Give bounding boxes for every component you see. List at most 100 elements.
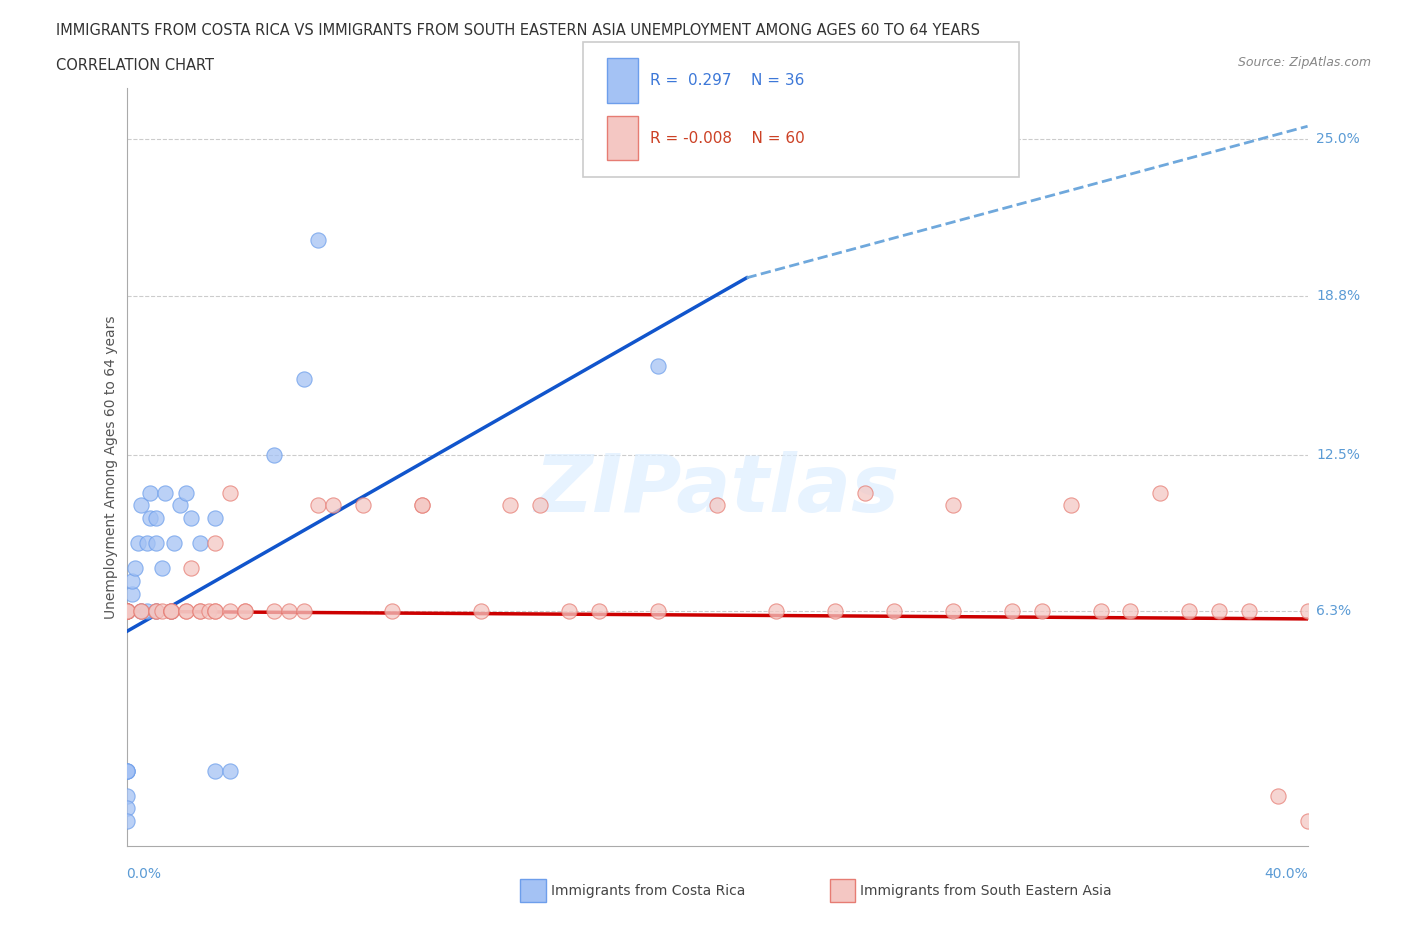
Point — [307, 498, 329, 512]
Point — [115, 604, 138, 618]
Point — [558, 604, 581, 618]
Point — [942, 498, 965, 512]
Point — [139, 511, 162, 525]
Text: 6.3%: 6.3% — [1316, 604, 1351, 618]
Point — [1208, 604, 1230, 618]
Point — [159, 604, 183, 618]
Point — [174, 604, 197, 618]
Point — [115, 604, 138, 618]
Point — [204, 511, 226, 525]
Text: 40.0%: 40.0% — [1264, 867, 1308, 881]
Point — [883, 604, 905, 618]
Text: Immigrants from South Eastern Asia: Immigrants from South Eastern Asia — [860, 884, 1112, 898]
Y-axis label: Unemployment Among Ages 60 to 64 years: Unemployment Among Ages 60 to 64 years — [104, 315, 118, 619]
Point — [529, 498, 551, 512]
Point — [588, 604, 610, 618]
Point — [219, 763, 242, 777]
Point — [159, 604, 183, 618]
Point — [381, 604, 404, 618]
Point — [121, 574, 143, 589]
Point — [1178, 604, 1201, 618]
Point — [1119, 604, 1142, 618]
Point — [150, 561, 173, 576]
Point — [1267, 789, 1289, 804]
Point — [853, 485, 876, 500]
Point — [115, 604, 138, 618]
Point — [307, 232, 329, 247]
Point — [233, 604, 256, 618]
Point — [411, 498, 433, 512]
Point — [129, 604, 153, 618]
Point — [188, 604, 211, 618]
Point — [159, 604, 183, 618]
Point — [263, 447, 285, 462]
Point — [233, 604, 256, 618]
Text: 0.0%: 0.0% — [127, 867, 162, 881]
Point — [1001, 604, 1024, 618]
Point — [278, 604, 301, 618]
Point — [219, 604, 242, 618]
Text: IMMIGRANTS FROM COSTA RICA VS IMMIGRANTS FROM SOUTH EASTERN ASIA UNEMPLOYMENT AM: IMMIGRANTS FROM COSTA RICA VS IMMIGRANTS… — [56, 23, 980, 38]
Point — [174, 604, 197, 618]
Point — [204, 763, 226, 777]
Point — [121, 586, 143, 601]
Point — [169, 498, 191, 512]
Text: CORRELATION CHART: CORRELATION CHART — [56, 58, 214, 73]
Text: 25.0%: 25.0% — [1316, 132, 1360, 146]
Point — [1296, 604, 1319, 618]
Text: R =  0.297    N = 36: R = 0.297 N = 36 — [650, 73, 804, 88]
Point — [942, 604, 965, 618]
Point — [115, 763, 138, 777]
Point — [204, 604, 226, 618]
Point — [706, 498, 728, 512]
Point — [1031, 604, 1053, 618]
Point — [1296, 814, 1319, 829]
Point — [765, 604, 787, 618]
Point — [129, 498, 153, 512]
Point — [219, 485, 242, 500]
Point — [115, 789, 138, 804]
Point — [115, 604, 138, 618]
Point — [115, 801, 138, 816]
Point — [188, 536, 211, 551]
Point — [115, 763, 138, 777]
Point — [292, 371, 315, 386]
Point — [180, 561, 202, 576]
Point — [145, 604, 167, 618]
Point — [145, 604, 167, 618]
Point — [115, 604, 138, 618]
Point — [647, 359, 669, 374]
Text: 18.8%: 18.8% — [1316, 288, 1361, 302]
Point — [115, 604, 138, 618]
Point — [139, 485, 162, 500]
Point — [115, 763, 138, 777]
Point — [127, 536, 149, 551]
Point — [292, 604, 315, 618]
Point — [1060, 498, 1083, 512]
Text: Source: ZipAtlas.com: Source: ZipAtlas.com — [1237, 56, 1371, 69]
Point — [352, 498, 374, 512]
Point — [322, 498, 344, 512]
Point — [499, 498, 522, 512]
Point — [824, 604, 846, 618]
Point — [145, 511, 167, 525]
Point — [1149, 485, 1171, 500]
Point — [470, 604, 492, 618]
Point — [174, 485, 197, 500]
Point — [198, 604, 221, 618]
Point — [153, 485, 176, 500]
Point — [124, 561, 146, 576]
Text: ZIPatlas: ZIPatlas — [534, 451, 900, 529]
Point — [180, 511, 202, 525]
Point — [159, 604, 183, 618]
Point — [150, 604, 173, 618]
Point — [136, 536, 159, 551]
Point — [115, 604, 138, 618]
Point — [115, 814, 138, 829]
Text: Immigrants from Costa Rica: Immigrants from Costa Rica — [551, 884, 745, 898]
Point — [145, 536, 167, 551]
Point — [129, 604, 153, 618]
Point — [129, 604, 153, 618]
Point — [411, 498, 433, 512]
Point — [145, 604, 167, 618]
